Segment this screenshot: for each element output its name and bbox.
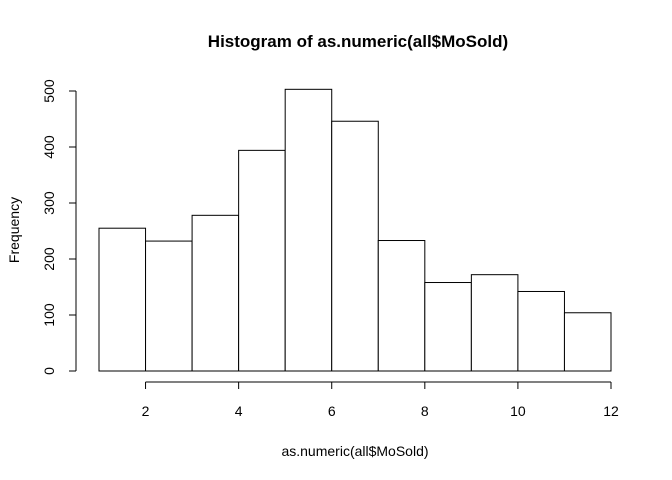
y-axis-label: Frequency <box>6 197 22 263</box>
histogram-bar <box>517 290 565 372</box>
bars-group <box>98 88 612 372</box>
y-axis: 0 100 200 300 400 500 <box>41 79 77 375</box>
histogram-bar <box>145 240 193 372</box>
x-tick-label: 2 <box>142 403 150 419</box>
x-axis: 2 4 6 8 10 12 <box>142 381 619 419</box>
y-tick-label: 500 <box>41 79 57 103</box>
y-tick-label: 0 <box>41 367 57 375</box>
chart-title: Histogram of as.numeric(all$MoSold) <box>208 32 508 51</box>
x-tick-label: 10 <box>510 403 526 419</box>
histogram-bar <box>424 282 472 372</box>
x-axis-label: as.numeric(all$MoSold) <box>281 443 428 459</box>
x-tick-label: 12 <box>603 403 619 419</box>
histogram-bar <box>331 120 379 372</box>
y-tick-label: 100 <box>41 303 57 327</box>
x-tick-label: 6 <box>328 403 336 419</box>
histogram-bar <box>191 214 240 372</box>
x-tick-label: 4 <box>235 403 243 419</box>
y-tick-label: 400 <box>41 135 57 159</box>
x-tick-label: 8 <box>421 403 429 419</box>
histogram-bar <box>98 227 147 372</box>
histogram-bar <box>238 149 286 372</box>
histogram-bar <box>284 88 333 372</box>
histogram-bar <box>470 274 519 372</box>
histogram-bar <box>563 312 612 372</box>
y-tick-label: 200 <box>41 247 57 271</box>
histogram-bar <box>377 240 426 372</box>
y-tick-label: 300 <box>41 191 57 215</box>
